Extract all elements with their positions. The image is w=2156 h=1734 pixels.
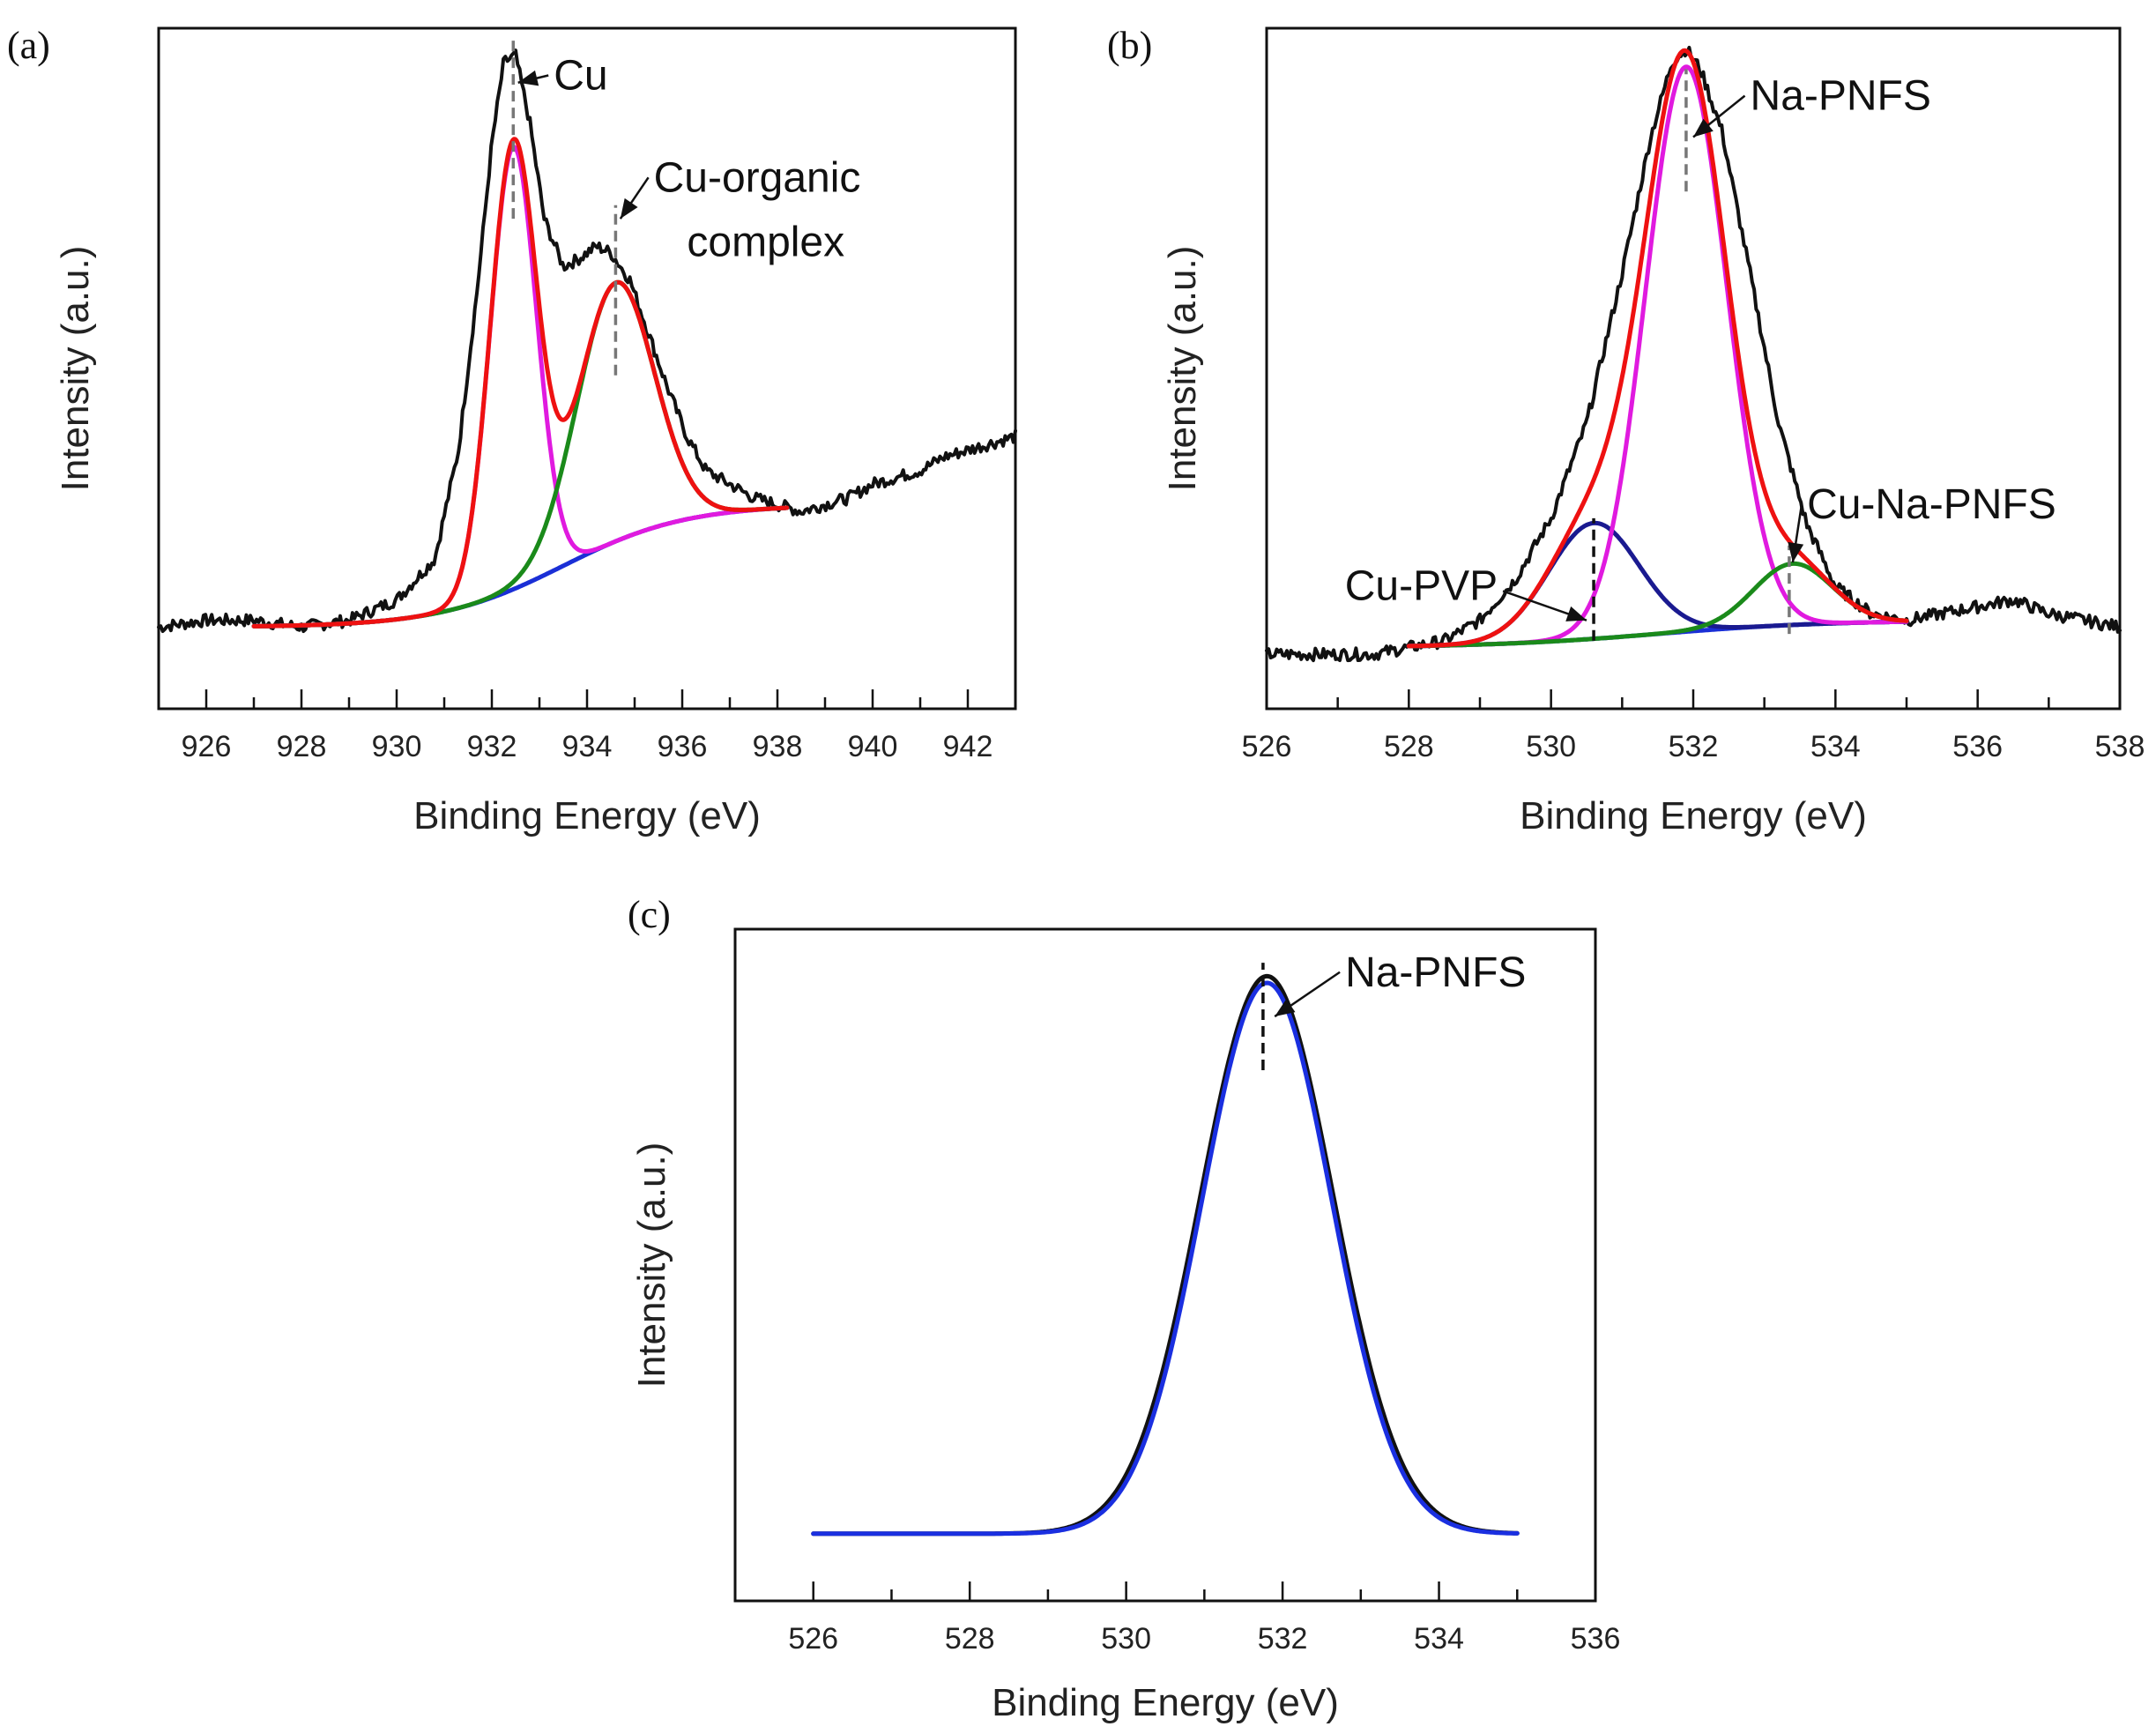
panel-c-curves (811, 973, 1520, 1537)
x-tick-label-536: 536 (1571, 1622, 1621, 1656)
annotation-na-pnfs-c: Na-PNFS (1345, 949, 1526, 996)
panel-a-ticks (157, 689, 1017, 709)
panel-a-markers (511, 34, 618, 376)
series-envelope (251, 137, 790, 629)
annotation-arrow-head-0 (1275, 999, 1296, 1017)
annotation-arrow-head-1 (620, 197, 638, 220)
annotation-cu: Cu (554, 52, 607, 99)
annotation-cu-organic: Cu-organic (654, 154, 861, 201)
x-tick-label-930: 930 (372, 730, 422, 763)
series-cu-organic-complex (251, 279, 790, 629)
x-tick-label-940: 940 (848, 730, 898, 763)
x-tick-label-936: 936 (658, 730, 708, 763)
panel-a-ylabel: Intensity (a.u.) (54, 246, 97, 492)
x-tick-label-938: 938 (753, 730, 803, 763)
panel-a-xlabel: Binding Energy (eV) (413, 794, 761, 837)
annotation-arrow-head-0 (517, 70, 539, 86)
series-envelope (1406, 48, 1909, 649)
panel-c-frame (733, 927, 1597, 1603)
series-fit (811, 980, 1520, 1537)
panel-c-tick-labels: 526 528 530 532 534 536 (788, 1622, 1620, 1656)
annotation-na-pnfs: Na-PNFS (1751, 73, 1931, 120)
annotation-complex: complex (687, 220, 844, 266)
panel-a-curves (157, 48, 1017, 634)
x-tick-label-926: 926 (182, 730, 232, 763)
x-tick-label-526: 526 (788, 1622, 838, 1656)
annotation-cu-pvp: Cu-PVP (1345, 562, 1498, 609)
x-tick-label-928: 928 (277, 730, 327, 763)
panel-b-label: (b) (1107, 24, 1152, 67)
panel-a-label: (a) (7, 24, 50, 67)
panel-b: (b) 526 528 530 532 534 536 538 Na-PNFS Cu-PVP… (1107, 24, 2145, 837)
x-tick-label-526: 526 (1242, 730, 1292, 763)
annotation-arrow-head-2 (1788, 541, 1804, 563)
x-tick-label-534: 534 (1810, 730, 1861, 763)
annotation-arrow-head-1 (1565, 606, 1587, 621)
panel-b-ylabel: Intensity (a.u.) (1161, 246, 1204, 492)
x-tick-label-538: 538 (2095, 730, 2145, 763)
x-tick-label-532: 532 (1669, 730, 1719, 763)
panel-b-annotations: Na-PNFS Cu-PVP Cu-Na-PNFS (1345, 73, 2056, 621)
panel-c-annotations: Na-PNFS (1274, 949, 1526, 1018)
panel-c-xlabel: Binding Energy (eV) (992, 1681, 1339, 1724)
x-tick-label-530: 530 (1526, 730, 1576, 763)
panel-c-ticks (733, 1581, 1597, 1601)
x-tick-label-528: 528 (1384, 730, 1434, 763)
panel-c-ylabel: Intensity (a.u.) (630, 1142, 673, 1388)
x-tick-label-534: 534 (1414, 1622, 1464, 1656)
panel-a-frame (157, 26, 1017, 711)
panel-a: (a) 926 928 930 932 934 936 938 940 942 Cu Cu-or… (7, 24, 1017, 837)
x-tick-label-530: 530 (1101, 1622, 1151, 1656)
annotation-arrow-head-0 (1693, 118, 1714, 138)
annotation-cu-na-pnfs: Cu-Na-PNFS (1807, 481, 2056, 528)
x-tick-label-932: 932 (467, 730, 517, 763)
panel-b-ticks (1265, 689, 2122, 709)
series-raw (157, 48, 1017, 634)
x-tick-label-528: 528 (945, 1622, 995, 1656)
panel-c: (c) 526 528 530 532 534 536 Na-PNFS Binding E… (628, 893, 1620, 1724)
panel-c-label: (c) (628, 893, 671, 936)
panel-a-tick-labels: 926 928 930 932 934 936 938 940 942 (182, 730, 993, 763)
panel-b-markers (1592, 69, 1791, 641)
panel-a-annotations: Cu Cu-organic complex (517, 52, 861, 266)
x-tick-label-934: 934 (562, 730, 613, 763)
series-raw (811, 973, 1520, 1537)
series-background (251, 505, 790, 629)
panel-b-tick-labels: 526 528 530 532 534 536 538 (1242, 730, 2145, 763)
x-tick-label-536: 536 (1952, 730, 2003, 763)
x-tick-label-532: 532 (1258, 1622, 1308, 1656)
panel-b-curves (1265, 45, 2122, 663)
panel-b-xlabel: Binding Energy (eV) (1520, 794, 1867, 837)
x-tick-label-942: 942 (943, 730, 993, 763)
